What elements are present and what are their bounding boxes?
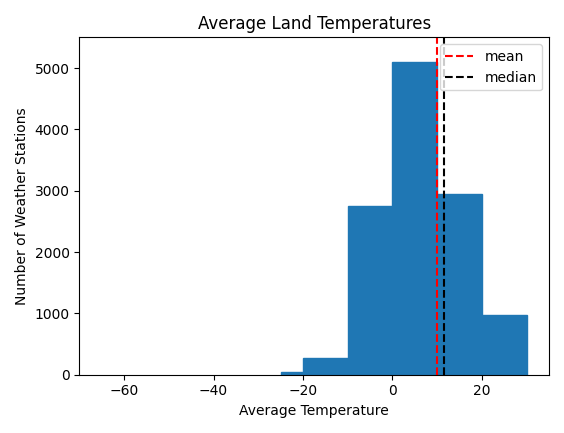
median xyxy=(440,372,447,377)
X-axis label: Average Temperature: Average Temperature xyxy=(239,404,389,418)
Legend: mean, median: mean, median xyxy=(440,44,542,90)
Bar xyxy=(281,372,303,375)
Title: Average Land Temperatures: Average Land Temperatures xyxy=(197,15,431,33)
Bar xyxy=(437,194,482,375)
mean xyxy=(434,372,440,377)
Bar xyxy=(393,62,437,375)
Bar xyxy=(482,315,527,375)
median xyxy=(440,372,447,377)
mean xyxy=(434,372,440,377)
Y-axis label: Number of Weather Stations: Number of Weather Stations xyxy=(15,107,29,305)
Bar xyxy=(348,206,393,375)
Bar xyxy=(303,358,348,375)
